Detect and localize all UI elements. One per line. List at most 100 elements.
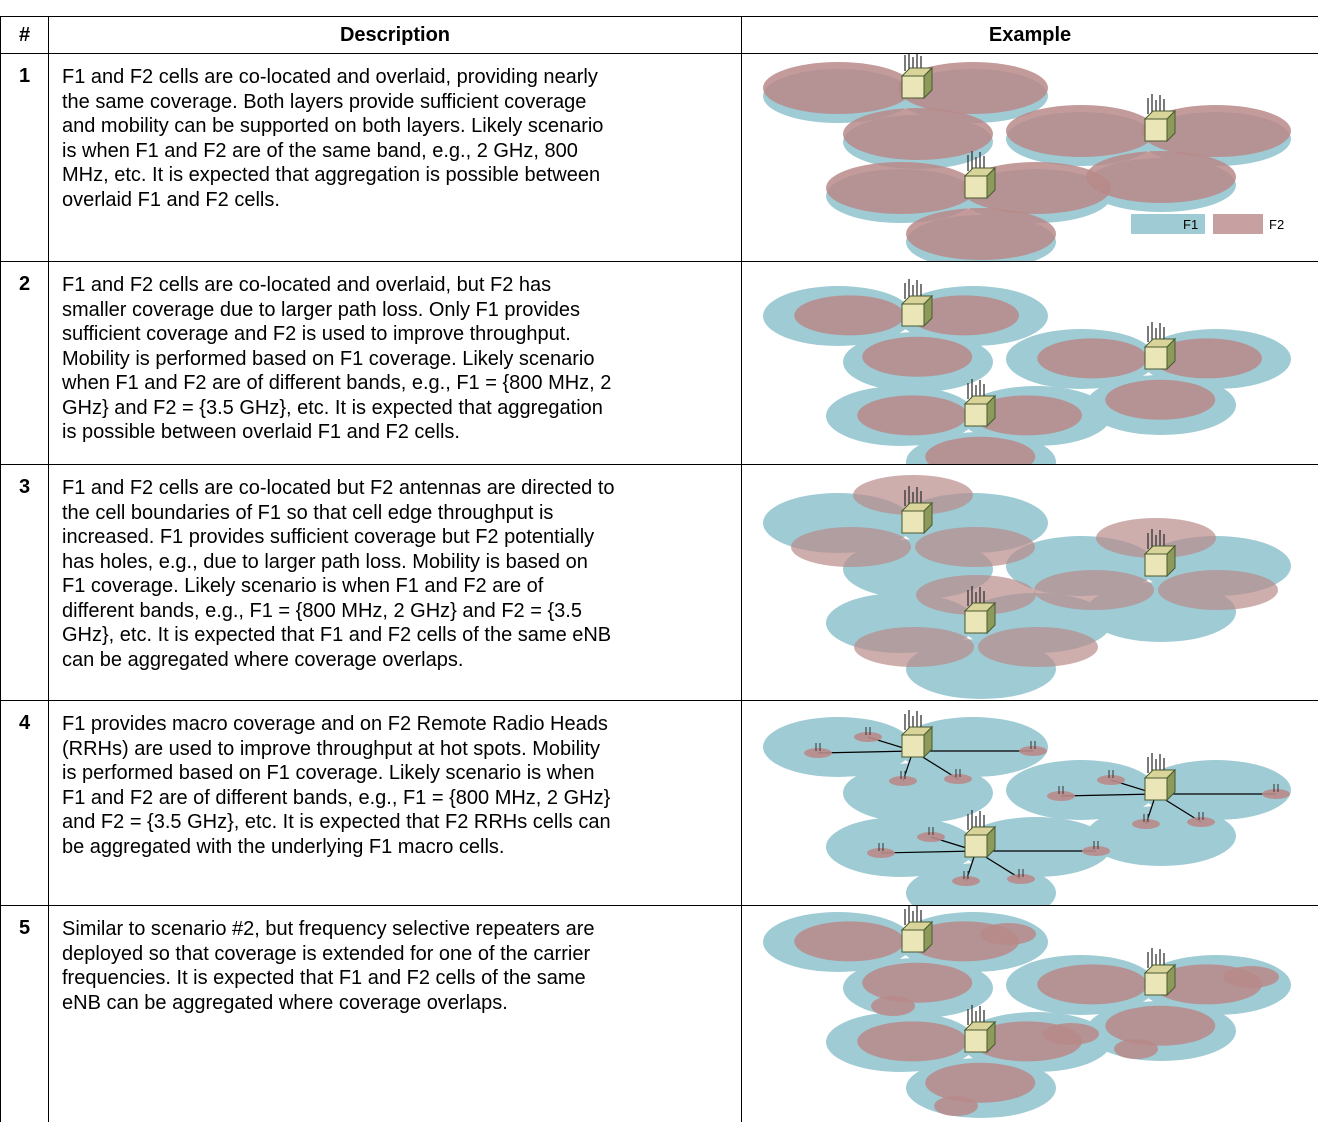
coverage-area — [794, 921, 905, 962]
coverage-area — [917, 832, 945, 842]
description-line: increased. F1 provides sufficient covera… — [62, 526, 595, 548]
table-body: 1 F1 and F2 cells are co-located and over… — [0, 53, 1318, 1122]
scenario-example — [741, 905, 1318, 1122]
header-description: Description — [48, 16, 742, 54]
coverage-area — [1105, 1005, 1216, 1046]
description-line: GHz} and F2 = {3.5 GHz}, etc. It is expe… — [62, 396, 603, 419]
coverage-area — [1037, 338, 1148, 379]
antenna — [904, 906, 922, 925]
description-line: different bands, e.g., F1 = {800 MHz, 2 … — [62, 599, 582, 622]
antenna — [967, 810, 985, 830]
scenario-description: Similar to scenario #2, but frequency se… — [48, 905, 742, 1122]
description-line: is possible between overlaid F1 and F2 c… — [62, 421, 460, 443]
scenario-row: 1 F1 and F2 cells are co-located and over… — [0, 53, 1318, 262]
antenna — [967, 151, 985, 171]
coverage-area — [862, 336, 973, 377]
base-station — [964, 175, 988, 199]
coverage-area — [826, 817, 976, 877]
description-line: F1 and F2 cells are co-located but F2 an… — [62, 477, 615, 499]
antenna — [967, 586, 985, 606]
coverage-area — [1158, 570, 1278, 610]
scenario-example — [741, 261, 1318, 465]
coverage-area — [952, 876, 980, 886]
description-line: F1 coverage. Likely scenario is when F1 … — [62, 575, 544, 597]
base-station — [901, 929, 925, 953]
description-line: is when F1 and F2 are of the same band, … — [62, 139, 578, 162]
base-station — [1144, 346, 1168, 370]
scenario-description: F1 and F2 cells are co-located but F2 an… — [48, 464, 742, 701]
coverage-area — [1007, 874, 1035, 884]
header-number: # — [0, 16, 49, 54]
coverage-area — [915, 527, 1035, 567]
base-station — [964, 403, 988, 427]
coverage-area — [1086, 806, 1236, 866]
description-line: the same coverage. Both layers provide s… — [62, 90, 587, 113]
antenna — [1147, 529, 1165, 549]
coverage-area — [1047, 791, 1075, 801]
antenna — [904, 486, 922, 506]
scenario-example — [741, 464, 1318, 701]
coverage-area — [1037, 964, 1148, 1005]
coverage-area — [906, 208, 1056, 260]
description-line: frequencies. It is expected that F1 and … — [62, 967, 586, 989]
rrh-antenna — [865, 727, 871, 735]
coverage-area — [980, 923, 1036, 945]
coverage-area — [843, 108, 993, 160]
scenario-description: F1 and F2 cells are co-located and overl… — [48, 53, 742, 262]
coverage-area — [1141, 105, 1291, 157]
scenario-description: F1 provides macro coverage and on F2 Rem… — [48, 700, 742, 906]
coverage-area — [1034, 570, 1154, 610]
coverage-area — [1187, 817, 1215, 827]
coverage-area — [1043, 1023, 1099, 1045]
scenario-row: 5 Similar to scenario #2, but frequency s… — [0, 905, 1318, 1122]
scenario-row: 4 F1 provides macro coverage and on F2 Re… — [0, 700, 1318, 906]
description-line: Similar to scenario #2, but frequency se… — [62, 918, 595, 940]
header-row: # Description Example — [0, 16, 1318, 54]
deployment-diagram: F1 F2 — [763, 54, 1291, 261]
coverage-area — [1006, 760, 1156, 820]
scenario-number: 3 — [0, 464, 49, 701]
coverage-area — [1019, 746, 1047, 756]
base-station — [1144, 553, 1168, 577]
base-station — [964, 1029, 988, 1053]
coverage-area — [794, 295, 905, 336]
coverage-area — [854, 627, 974, 667]
description-line: be aggregated with the underlying F1 mac… — [62, 835, 505, 858]
base-station — [1144, 118, 1168, 142]
rrh-antenna — [955, 769, 961, 777]
coverage-area — [909, 295, 1019, 336]
coverage-area — [889, 776, 917, 786]
antenna — [967, 1005, 985, 1025]
base-station — [964, 610, 988, 634]
coverage-area — [898, 62, 1048, 114]
coverage-area — [1006, 105, 1156, 157]
coverage-area — [843, 763, 993, 823]
scenario-number: 5 — [0, 905, 49, 1122]
deployment-diagram — [763, 906, 1291, 1118]
coverage-area — [934, 1096, 978, 1116]
description-line: deployed so that coverage is extended fo… — [62, 942, 591, 965]
scenario-example — [741, 700, 1318, 906]
legend-f2-swatch — [1213, 214, 1263, 234]
rrh-antenna — [1093, 841, 1099, 849]
deployment-diagram — [763, 475, 1291, 699]
scenario-table: # Description Example 1 F1 and F2 cells a… — [0, 16, 1318, 1122]
coverage-area — [867, 848, 895, 858]
description-line: and mobility can be supported on both la… — [62, 115, 604, 137]
base-station — [901, 510, 925, 534]
description-line: GHz}, etc. It is expected that F1 and F2… — [62, 624, 612, 646]
legend-f2: F2 — [1269, 217, 1284, 232]
coverage-area — [925, 1062, 1036, 1103]
coverage-area — [961, 162, 1111, 214]
coverage-area — [1152, 338, 1262, 379]
base-station — [1144, 777, 1168, 801]
description-line: MHz, etc. It is expected that aggregatio… — [62, 164, 601, 186]
deployment-diagram — [763, 279, 1291, 464]
coverage-area — [1141, 760, 1291, 820]
scenario-description: F1 and F2 cells are co-located and overl… — [48, 261, 742, 465]
link — [1060, 793, 1157, 797]
rrh-antenna — [928, 827, 934, 835]
header-example: Example — [741, 16, 1318, 54]
description-line: and F2 = {3.5 GHz}, etc. It is expected … — [62, 811, 611, 833]
